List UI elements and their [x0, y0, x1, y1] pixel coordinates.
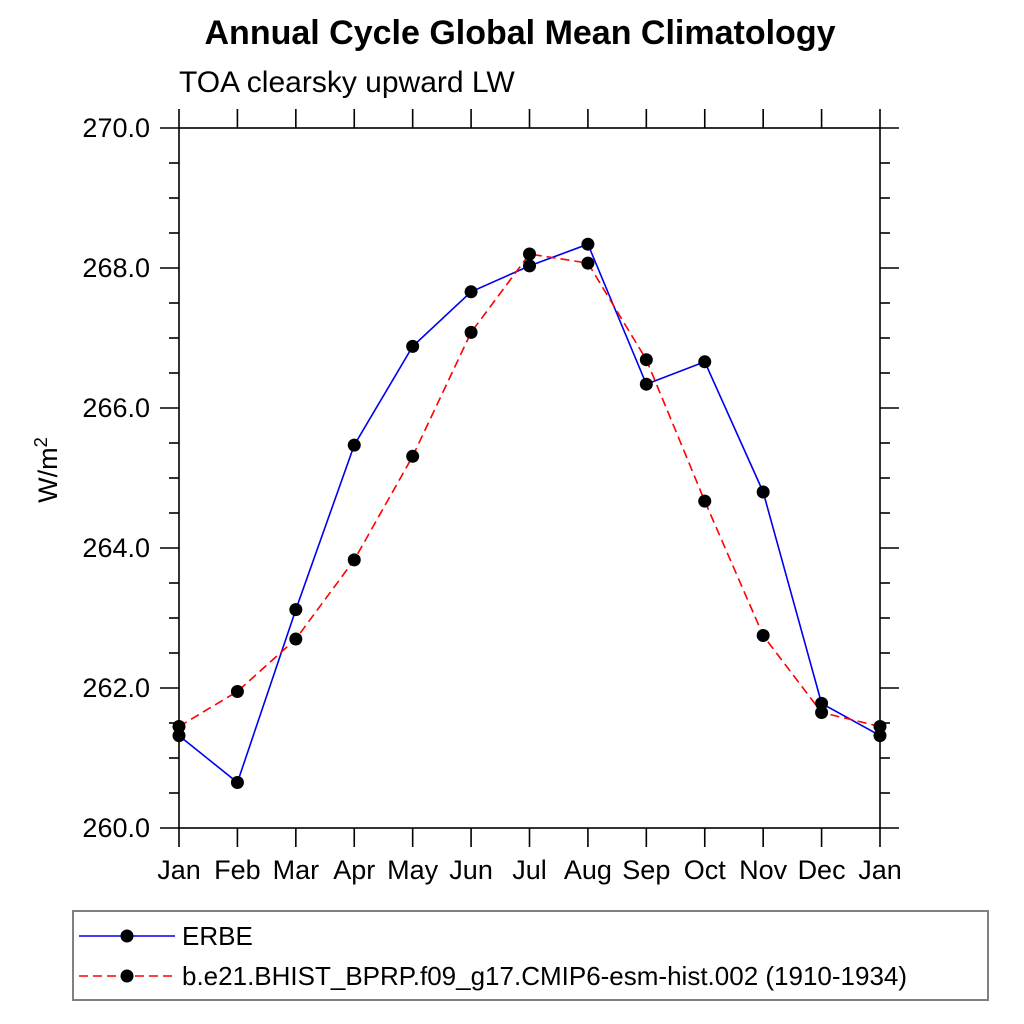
x-tick-label: Jan — [858, 855, 902, 885]
model-line-sample — [79, 969, 175, 983]
data-point-marker — [873, 729, 887, 743]
y-tick-label: 266.0 — [82, 393, 150, 423]
data-point-marker — [581, 237, 595, 251]
data-point-marker — [581, 256, 595, 270]
legend-label-erbe: ERBE — [182, 920, 253, 951]
x-tick-label: Jan — [157, 855, 201, 885]
data-point-marker — [698, 494, 712, 508]
data-point-marker — [698, 355, 712, 369]
chart-subtitle: TOA clearsky upward LW — [179, 66, 515, 99]
x-tick-label: Oct — [684, 855, 727, 885]
chart-title: Annual Cycle Global Mean Climatology — [204, 14, 836, 52]
model-series-line — [178, 253, 881, 728]
data-point-marker — [347, 553, 361, 567]
x-tick-label: Mar — [273, 855, 320, 885]
y-tick-label: 268.0 — [82, 253, 150, 283]
data-point-marker — [815, 696, 829, 710]
x-tick-label: Apr — [333, 855, 375, 885]
data-point-marker — [289, 632, 303, 646]
x-tick-label: Jun — [449, 855, 493, 885]
data-point-marker — [815, 706, 829, 719]
data-point-marker — [756, 485, 770, 499]
data-point-marker — [523, 259, 536, 273]
legend-item-model: b.e21.BHIST_BPRP.f09_g17.CMIP6-esm-hist.… — [74, 958, 987, 994]
data-point-marker — [230, 685, 244, 698]
legend-sample-marker — [120, 969, 134, 983]
data-point-marker — [172, 729, 186, 743]
data-point-marker — [406, 449, 420, 463]
legend-item-erbe: ERBE — [74, 918, 987, 954]
x-tick-label: Dec — [798, 855, 846, 885]
x-tick-label: Sep — [622, 855, 670, 885]
data-point-marker — [464, 285, 478, 299]
y-tick-label: 260.0 — [82, 813, 150, 843]
data-point-marker — [230, 776, 244, 789]
data-point-marker — [406, 339, 420, 353]
plot-box — [178, 127, 881, 829]
data-point-marker — [639, 377, 653, 391]
data-point-marker — [347, 438, 361, 452]
x-tick-label: Feb — [214, 855, 261, 885]
data-point-marker — [639, 353, 653, 367]
data-point-marker — [289, 603, 303, 617]
legend-box: ERBE b.e21.BHIST_BPRP.f09_g17.CMIP6-esm-… — [72, 910, 989, 1001]
y-tick-label: 264.0 — [82, 533, 150, 563]
x-tick-label: Jul — [512, 855, 547, 885]
data-point-marker — [464, 325, 478, 339]
data-point-marker — [523, 247, 536, 261]
erbe-line-sample — [79, 929, 175, 943]
erbe-series-line — [178, 243, 881, 784]
x-tick-label: Nov — [739, 855, 788, 885]
legend-sample-marker — [120, 929, 134, 943]
data-point-marker — [756, 629, 770, 642]
legend-label-model: b.e21.BHIST_BPRP.f09_g17.CMIP6-esm-hist.… — [182, 960, 908, 991]
data-point-marker — [172, 720, 186, 733]
x-tick-label: May — [387, 855, 439, 885]
y-tick-label: 270.0 — [82, 113, 150, 143]
y-tick-label: 262.0 — [82, 673, 150, 703]
data-point-marker — [873, 720, 887, 733]
x-tick-label: Aug — [564, 855, 612, 885]
